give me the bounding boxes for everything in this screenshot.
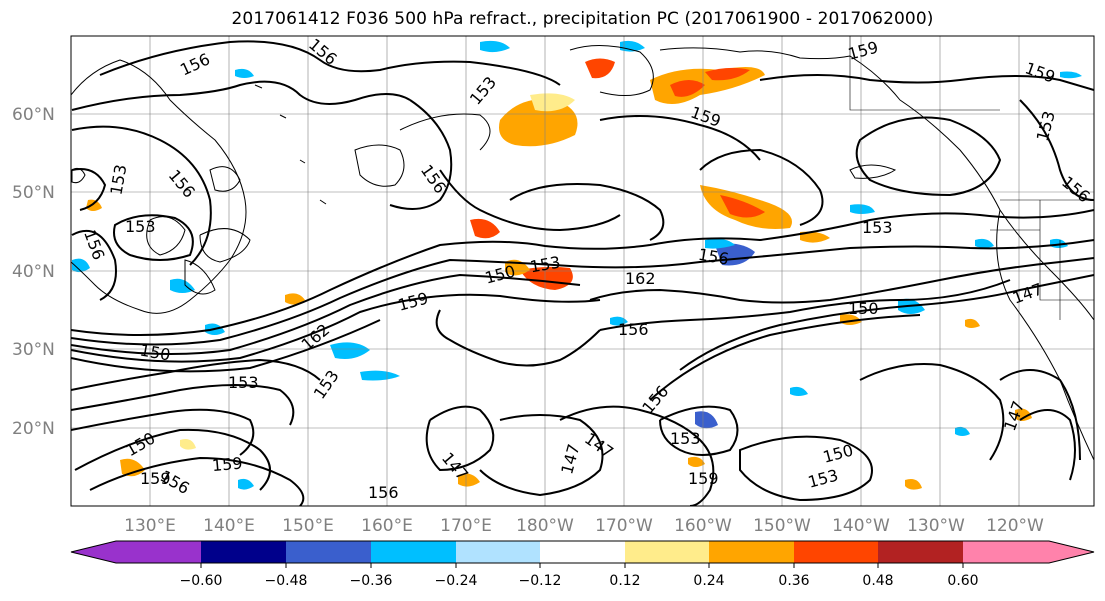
- contour-label: 153: [670, 429, 701, 448]
- precip-area: [955, 426, 970, 436]
- precip-area: [520, 266, 573, 290]
- contour-label: 162: [625, 269, 656, 288]
- lon-label: 130°E: [124, 516, 176, 536]
- colorbar-cell: [540, 541, 625, 563]
- graticule: [71, 36, 1094, 506]
- precip-area: [905, 479, 922, 490]
- precip-area: [330, 342, 370, 359]
- precip-area: [965, 318, 980, 328]
- colorbar-cell: [286, 541, 371, 563]
- precip-area: [235, 68, 254, 78]
- lat-label: 50°N: [12, 183, 55, 203]
- precip-area: [688, 456, 705, 467]
- precip-area: [670, 80, 705, 97]
- colorbar-tick: −0.36: [350, 573, 393, 589]
- lat-label: 20°N: [12, 419, 55, 439]
- colorbar-cell: [371, 541, 456, 563]
- precip-area: [480, 40, 510, 53]
- colorbar-cell: [625, 541, 709, 563]
- precip-area: [975, 238, 994, 248]
- precip-area: [850, 204, 875, 214]
- lon-label: 170°E: [440, 516, 492, 536]
- precip-area: [800, 231, 830, 243]
- colorbar-cell: [794, 541, 878, 563]
- map-panel: 156 156 159 159 153 156 153 156 156 159 …: [71, 36, 1094, 506]
- lon-label: 160°W: [674, 516, 732, 536]
- precip-area: [705, 67, 750, 81]
- contours: [71, 40, 1094, 506]
- colorbar-cell: [201, 541, 286, 563]
- precip-area: [285, 293, 305, 305]
- lon-label: 130°W: [907, 516, 965, 536]
- contour-label: 159: [688, 469, 719, 488]
- colorbar-cell: [963, 541, 1094, 563]
- contour-label: 153: [862, 218, 893, 237]
- lon-label: 180°W: [516, 516, 574, 536]
- lon-label: 120°W: [986, 516, 1044, 536]
- precip-area: [695, 411, 718, 429]
- lat-axis: 60°N 50°N 40°N 30°N 20°N: [12, 105, 55, 439]
- precip-shading: [72, 40, 1082, 490]
- lat-label: 30°N: [12, 340, 55, 360]
- precip-area: [458, 473, 480, 487]
- lat-label: 60°N: [12, 105, 55, 125]
- colorbar-tick: 0.24: [693, 573, 724, 589]
- lon-label: 140°W: [832, 516, 890, 536]
- precip-area: [120, 458, 145, 477]
- colorbar-cell: [878, 541, 963, 563]
- colorbar-cell: [709, 541, 794, 563]
- precip-area: [360, 370, 400, 381]
- figure-title: 2017061412 F036 500 hPa refract., precip…: [231, 9, 934, 29]
- precip-area: [170, 278, 195, 293]
- colorbar-tick: 0.60: [947, 573, 978, 589]
- precip-area: [499, 99, 578, 147]
- precip-area: [720, 195, 765, 218]
- contour-label: 156: [368, 483, 399, 502]
- contour-label: 159: [140, 469, 171, 488]
- precip-area: [470, 218, 500, 239]
- contour-label: 156: [618, 320, 649, 339]
- colorbar-cell: [456, 541, 540, 563]
- colorbar-cell: [71, 541, 201, 563]
- lon-label: 150°W: [753, 516, 811, 536]
- colorbar-tick: 0.36: [778, 573, 809, 589]
- borders: [849, 36, 1094, 320]
- lon-label: 150°E: [282, 516, 334, 536]
- lat-label: 40°N: [12, 262, 55, 282]
- contour-label: 153: [228, 373, 259, 392]
- lon-axis: 130°E 140°E 150°E 160°E 170°E 180°W 170°…: [124, 516, 1044, 536]
- precip-area: [585, 58, 615, 79]
- contour-label: 153: [125, 217, 156, 236]
- colorbar-tick: −0.60: [180, 573, 223, 589]
- colorbar: −0.60 −0.48 −0.36 −0.24 −0.12 0.12 0.24 …: [70, 540, 1095, 589]
- precip-area: [238, 478, 254, 490]
- precip-area: [790, 386, 808, 396]
- colorbar-tick: 0.12: [609, 573, 640, 589]
- map-frame: [70, 35, 1095, 507]
- colorbar-tick: −0.48: [265, 573, 308, 589]
- precip-area: [610, 316, 628, 326]
- precip-area: [1060, 71, 1082, 79]
- precip-area: [86, 199, 102, 211]
- precip-area: [180, 439, 196, 450]
- lon-label: 140°E: [203, 516, 255, 536]
- colorbar-tick: 0.48: [862, 573, 893, 589]
- colorbar-tick: −0.12: [519, 573, 562, 589]
- precip-area: [705, 238, 735, 249]
- lon-label: 160°E: [361, 516, 413, 536]
- contour-label: 150: [848, 299, 879, 318]
- precip-area: [530, 93, 575, 112]
- precip-area: [72, 258, 90, 273]
- lon-label: 170°W: [595, 516, 653, 536]
- colorbar-tick: −0.24: [435, 573, 478, 589]
- contour-label: 159: [211, 454, 243, 476]
